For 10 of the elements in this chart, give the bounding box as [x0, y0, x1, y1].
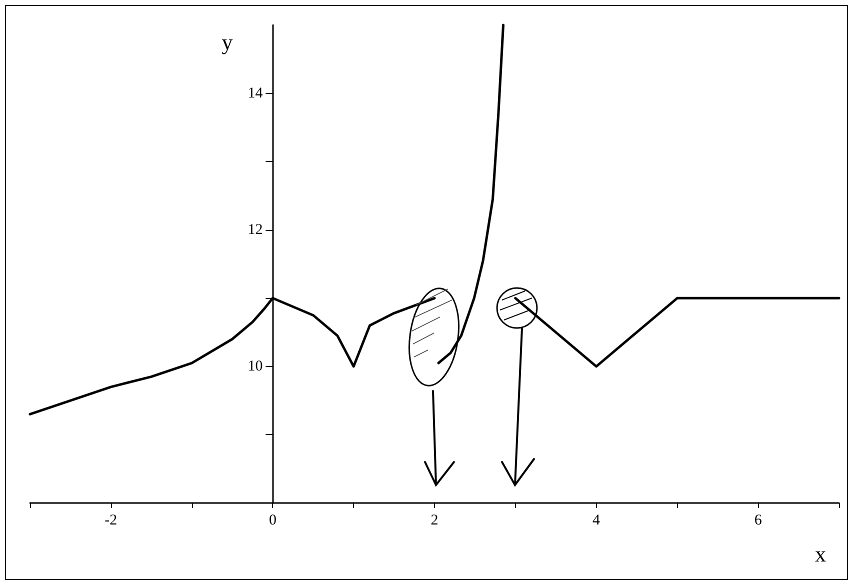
x-tick-label: 6: [754, 512, 762, 528]
x-tick-label: 2: [430, 512, 438, 528]
y-tick-label: 14: [248, 85, 264, 102]
x-tick-label: 4: [592, 512, 601, 528]
y-tick-label: 10: [248, 358, 263, 374]
x-tick-label: 0: [268, 512, 276, 528]
x-axis-title: x: [815, 542, 826, 566]
x-tick-label: -2: [104, 512, 118, 528]
y-tick-label: 12: [248, 222, 263, 238]
y-axis-title: y: [222, 30, 233, 54]
